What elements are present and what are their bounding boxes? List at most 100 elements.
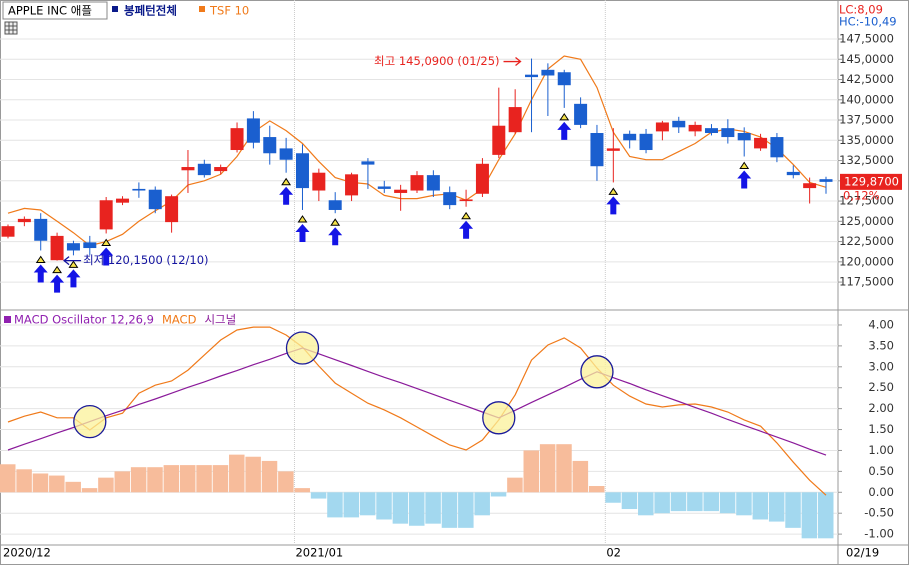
oscillator-bar	[212, 465, 229, 493]
candle-body	[230, 128, 244, 151]
oscillator-bar	[98, 477, 114, 493]
macd-line	[7, 326, 827, 496]
oscillator-bar	[818, 492, 834, 539]
oscillator-bar	[196, 465, 212, 493]
signal-cap	[330, 218, 341, 226]
oscillator-bar	[572, 460, 589, 493]
buy-signal	[557, 112, 572, 140]
annotation-arrow	[503, 57, 522, 67]
oscillator-bar	[130, 467, 147, 493]
candle-body	[672, 120, 686, 128]
indicator-swatch	[199, 6, 205, 12]
candle-body	[345, 174, 359, 196]
lc-label: LC:8,09	[839, 3, 883, 17]
y-tick-label: 1.50	[868, 422, 894, 436]
candle-body	[361, 161, 375, 165]
annotation: 최저 120,1500 (12/10)	[83, 253, 208, 267]
signal-arrow	[737, 170, 752, 189]
candle-body	[426, 175, 440, 191]
signal-cap	[461, 211, 472, 220]
signal-arrow	[279, 186, 294, 205]
legend-entry: 시그널	[204, 313, 236, 327]
candle-body	[246, 118, 260, 143]
buy-signal	[328, 218, 343, 246]
oscillator-bar	[114, 471, 131, 493]
oscillator-bar	[539, 444, 556, 493]
oscillator-bar	[768, 492, 785, 522]
signal-arrow	[33, 264, 48, 283]
oscillator-bar	[523, 450, 540, 493]
oscillator-bar	[65, 481, 81, 493]
y-tick-label: 117,5000	[839, 275, 894, 289]
oscillator-bar	[278, 471, 294, 493]
candle-body	[557, 72, 571, 86]
candle-body	[655, 122, 669, 132]
oscillator-bar	[687, 492, 703, 512]
oscillator-bar	[49, 475, 65, 493]
candle-body	[66, 243, 80, 251]
candle-body	[459, 199, 473, 202]
candle-body	[639, 133, 653, 151]
oscillator-bar	[621, 492, 638, 510]
annotation-arrow	[63, 256, 82, 266]
y-tick-label: 142,5000	[839, 72, 894, 86]
candle-body	[99, 200, 113, 230]
candle-body	[295, 153, 309, 189]
grid-icon[interactable]	[4, 21, 18, 35]
oscillator-bar	[16, 469, 32, 493]
oscillator-bar	[490, 492, 507, 497]
candle-body	[721, 128, 735, 138]
pattern-swatch	[112, 6, 118, 12]
pattern-label: 봉페턴전체	[124, 4, 177, 18]
candle-body	[443, 192, 457, 206]
oscillator-bar	[556, 444, 572, 493]
signal-arrow	[606, 196, 621, 215]
oscillator-bar	[801, 492, 818, 539]
oscillator-bar	[719, 492, 736, 514]
candle-body	[165, 196, 179, 223]
candle-body	[475, 163, 489, 194]
oscillator-bar	[409, 492, 425, 526]
symbol-box[interactable]	[2, 1, 108, 20]
last-price-box	[840, 173, 902, 190]
oscillator-bar	[392, 492, 409, 524]
y-tick-label: -0.50	[864, 506, 894, 520]
y-tick-label: 137,5000	[839, 113, 894, 127]
signal-arrow	[50, 274, 65, 293]
y-tick-label: 0.00	[868, 485, 894, 499]
candle-body	[508, 107, 522, 133]
y-tick-label: 120,0000	[839, 254, 894, 268]
candle-body	[263, 137, 277, 154]
y-tick-label: 147,5000	[839, 32, 894, 46]
oscillator-bar	[179, 465, 196, 493]
oscillator-bar	[229, 454, 245, 493]
candle-body	[704, 128, 718, 134]
crossover	[482, 401, 516, 435]
buy-signal	[66, 260, 81, 288]
buy-signal	[279, 177, 294, 205]
oscillator-bar	[588, 486, 605, 493]
y-tick-label: 125,0000	[839, 214, 894, 228]
oscillator-bar	[147, 467, 163, 493]
oscillator-bar	[359, 492, 376, 516]
signal-cap	[559, 112, 570, 121]
oscillator-bar	[0, 464, 16, 493]
oscillator-bar	[703, 492, 719, 512]
candle-body	[214, 167, 228, 172]
buy-signal	[50, 265, 65, 293]
signal-arrow	[99, 247, 114, 266]
oscillator-bar	[752, 492, 769, 520]
candle-body	[181, 167, 195, 171]
oscillator-bar	[474, 492, 490, 516]
candle-body	[279, 148, 293, 160]
signal-cap	[35, 255, 46, 263]
crossover	[580, 355, 614, 389]
oscillator-bar	[507, 477, 523, 493]
last-date: 02/19	[846, 546, 879, 560]
candle-body	[377, 186, 391, 189]
oscillator-bar	[654, 492, 670, 514]
oscillator-bar	[605, 492, 621, 503]
y-tick-label: 3.00	[868, 359, 894, 373]
candle-body	[803, 183, 817, 189]
candle-body	[132, 188, 146, 191]
